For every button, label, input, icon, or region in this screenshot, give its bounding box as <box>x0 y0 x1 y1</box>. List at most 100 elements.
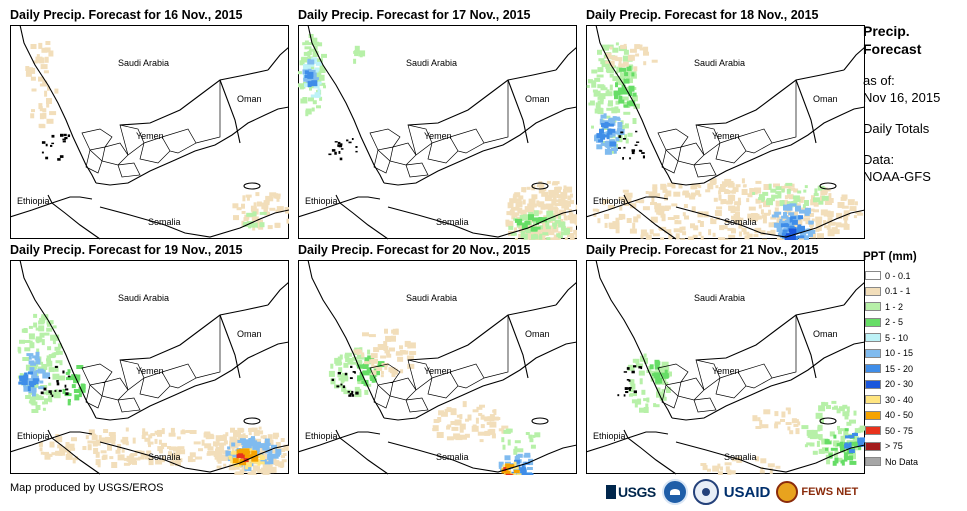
governorate-boundaries <box>369 315 509 413</box>
label-somalia: Somalia <box>724 217 757 227</box>
label-saudi-arabia: Saudi Arabia <box>118 58 169 68</box>
map-frame <box>10 25 289 239</box>
legend-swatch <box>865 379 881 389</box>
legend-class-label: 15 - 20 <box>885 363 914 374</box>
red-sea-islands <box>41 133 71 161</box>
precip-layer <box>627 353 865 475</box>
legend-class-row: 40 - 50 <box>865 408 918 424</box>
ethiopia-border <box>298 196 381 218</box>
governorate-lines <box>657 80 797 178</box>
label-saudi-arabia: Saudi Arabia <box>406 58 457 68</box>
governorate-lines <box>81 80 221 178</box>
label-somalia: Somalia <box>724 452 757 462</box>
map-19-nov: Saudi Arabia Oman Yemen Ethiopia Somalia <box>10 260 289 475</box>
governorate-lines <box>369 80 509 178</box>
label-ethiopia: Ethiopia <box>17 431 50 441</box>
precip-patch <box>613 65 637 108</box>
country-labels: Saudi Arabia Oman Yemen Ethiopia Somalia <box>17 293 262 462</box>
legend-class-row: 5 - 10 <box>865 330 918 346</box>
oman-border <box>843 46 865 71</box>
legend-swatch <box>865 410 881 420</box>
djibouti-somalia-border <box>623 194 677 240</box>
precip-patch <box>596 121 617 147</box>
legend-info: Precip. Forecast as of: Nov 16, 2015 Dai… <box>863 22 967 185</box>
saudi-yemen-border <box>695 69 845 126</box>
label-yemen: Yemen <box>136 131 164 141</box>
saudi-yemen-border <box>119 69 269 126</box>
borders-layer <box>586 260 865 475</box>
label-oman: Oman <box>237 94 262 104</box>
legend-class-row: 0 - 0.1 <box>865 268 918 284</box>
map-panel-20-nov: Daily Precip. Forecast for 20 Nov., 2015… <box>298 240 580 477</box>
label-ethiopia: Ethiopia <box>17 196 50 206</box>
precip-patch <box>232 192 289 231</box>
label-oman: Oman <box>813 329 838 339</box>
legend-class-row: No Data <box>865 454 918 470</box>
legend-class-label: 30 - 40 <box>885 394 914 405</box>
legend-swatch <box>865 457 881 467</box>
djibouti-somalia-border <box>335 429 389 475</box>
djibouti-somalia-border <box>47 194 101 240</box>
somalia-coast <box>675 441 865 473</box>
label-somalia: Somalia <box>148 452 181 462</box>
legend-swatch <box>865 271 881 281</box>
panel-title: Daily Precip. Forecast for 17 Nov., 2015 <box>298 8 531 22</box>
red-sea-islands <box>617 365 643 397</box>
panel-title: Daily Precip. Forecast for 19 Nov., 2015 <box>10 243 243 257</box>
legend-class-label: 40 - 50 <box>885 410 914 421</box>
legend-class-label: 5 - 10 <box>885 332 909 343</box>
governorate-lines <box>369 315 509 413</box>
yemen-oman-border <box>507 79 529 144</box>
label-yemen: Yemen <box>424 131 452 141</box>
panel-title: Daily Precip. Forecast for 21 Nov., 2015 <box>586 243 819 257</box>
saudi-yemen-border <box>407 304 557 361</box>
label-saudi-arabia: Saudi Arabia <box>694 58 745 68</box>
yemen-oman-border <box>507 314 529 379</box>
legend-swatch <box>865 426 881 436</box>
map-panel-18-nov: Daily Precip. Forecast for 18 Nov., 2015… <box>586 5 868 242</box>
gulf-of-aden-coast <box>95 106 289 186</box>
precip-layer <box>25 41 289 231</box>
legend-swatch <box>865 333 881 343</box>
legend-class-label: 50 - 75 <box>885 425 914 436</box>
ethiopia-border <box>10 196 93 218</box>
country-labels: Saudi Arabia Oman Yemen Ethiopia Somalia <box>305 293 550 462</box>
precip-patch <box>501 428 541 455</box>
oman-border <box>555 46 577 71</box>
label-yemen: Yemen <box>136 366 164 376</box>
socotra-island <box>243 182 261 190</box>
precip-patch <box>752 407 801 435</box>
precip-patch <box>356 355 385 386</box>
label-somalia: Somalia <box>148 217 181 227</box>
oman-border <box>843 281 865 306</box>
daily-totals-label: Daily Totals <box>863 121 930 136</box>
red-sea-islands <box>40 365 71 398</box>
somalia-coast <box>675 206 865 238</box>
map-panel-21-nov: Daily Precip. Forecast for 21 Nov., 2015… <box>586 240 868 477</box>
label-oman: Oman <box>525 94 550 104</box>
oman-border <box>267 281 289 306</box>
saudi-yemen-border <box>119 304 269 361</box>
ethiopia-border <box>586 196 669 218</box>
ethiopia-border <box>298 431 381 453</box>
socotra-island <box>531 182 549 190</box>
usgs-logo: USGS <box>606 484 656 500</box>
legend-class-label: 0 - 0.1 <box>885 270 911 281</box>
gulf-of-aden-coast <box>383 106 577 186</box>
legend-swatch <box>865 348 881 358</box>
map-panel-19-nov: Daily Precip. Forecast for 19 Nov., 2015… <box>10 240 292 477</box>
legend-class-label: > 75 <box>885 441 903 452</box>
country-labels: Saudi Arabia Oman Yemen Ethiopia Somalia <box>17 58 262 227</box>
country-labels: Saudi Arabia Oman Yemen Ethiopia Somalia <box>593 58 838 227</box>
socotra-island <box>819 417 837 425</box>
djibouti-somalia-border <box>335 194 389 240</box>
precip-patch <box>18 371 40 392</box>
label-somalia: Somalia <box>436 217 469 227</box>
gulf-of-aden-coast <box>671 341 865 421</box>
governorate-boundaries <box>369 80 509 178</box>
panel-title: Daily Precip. Forecast for 18 Nov., 2015 <box>586 8 819 22</box>
precip-layer <box>17 313 289 475</box>
ethiopia-border <box>586 431 669 453</box>
ethiopia-border <box>10 431 93 453</box>
label-saudi-arabia: Saudi Arabia <box>118 293 169 303</box>
